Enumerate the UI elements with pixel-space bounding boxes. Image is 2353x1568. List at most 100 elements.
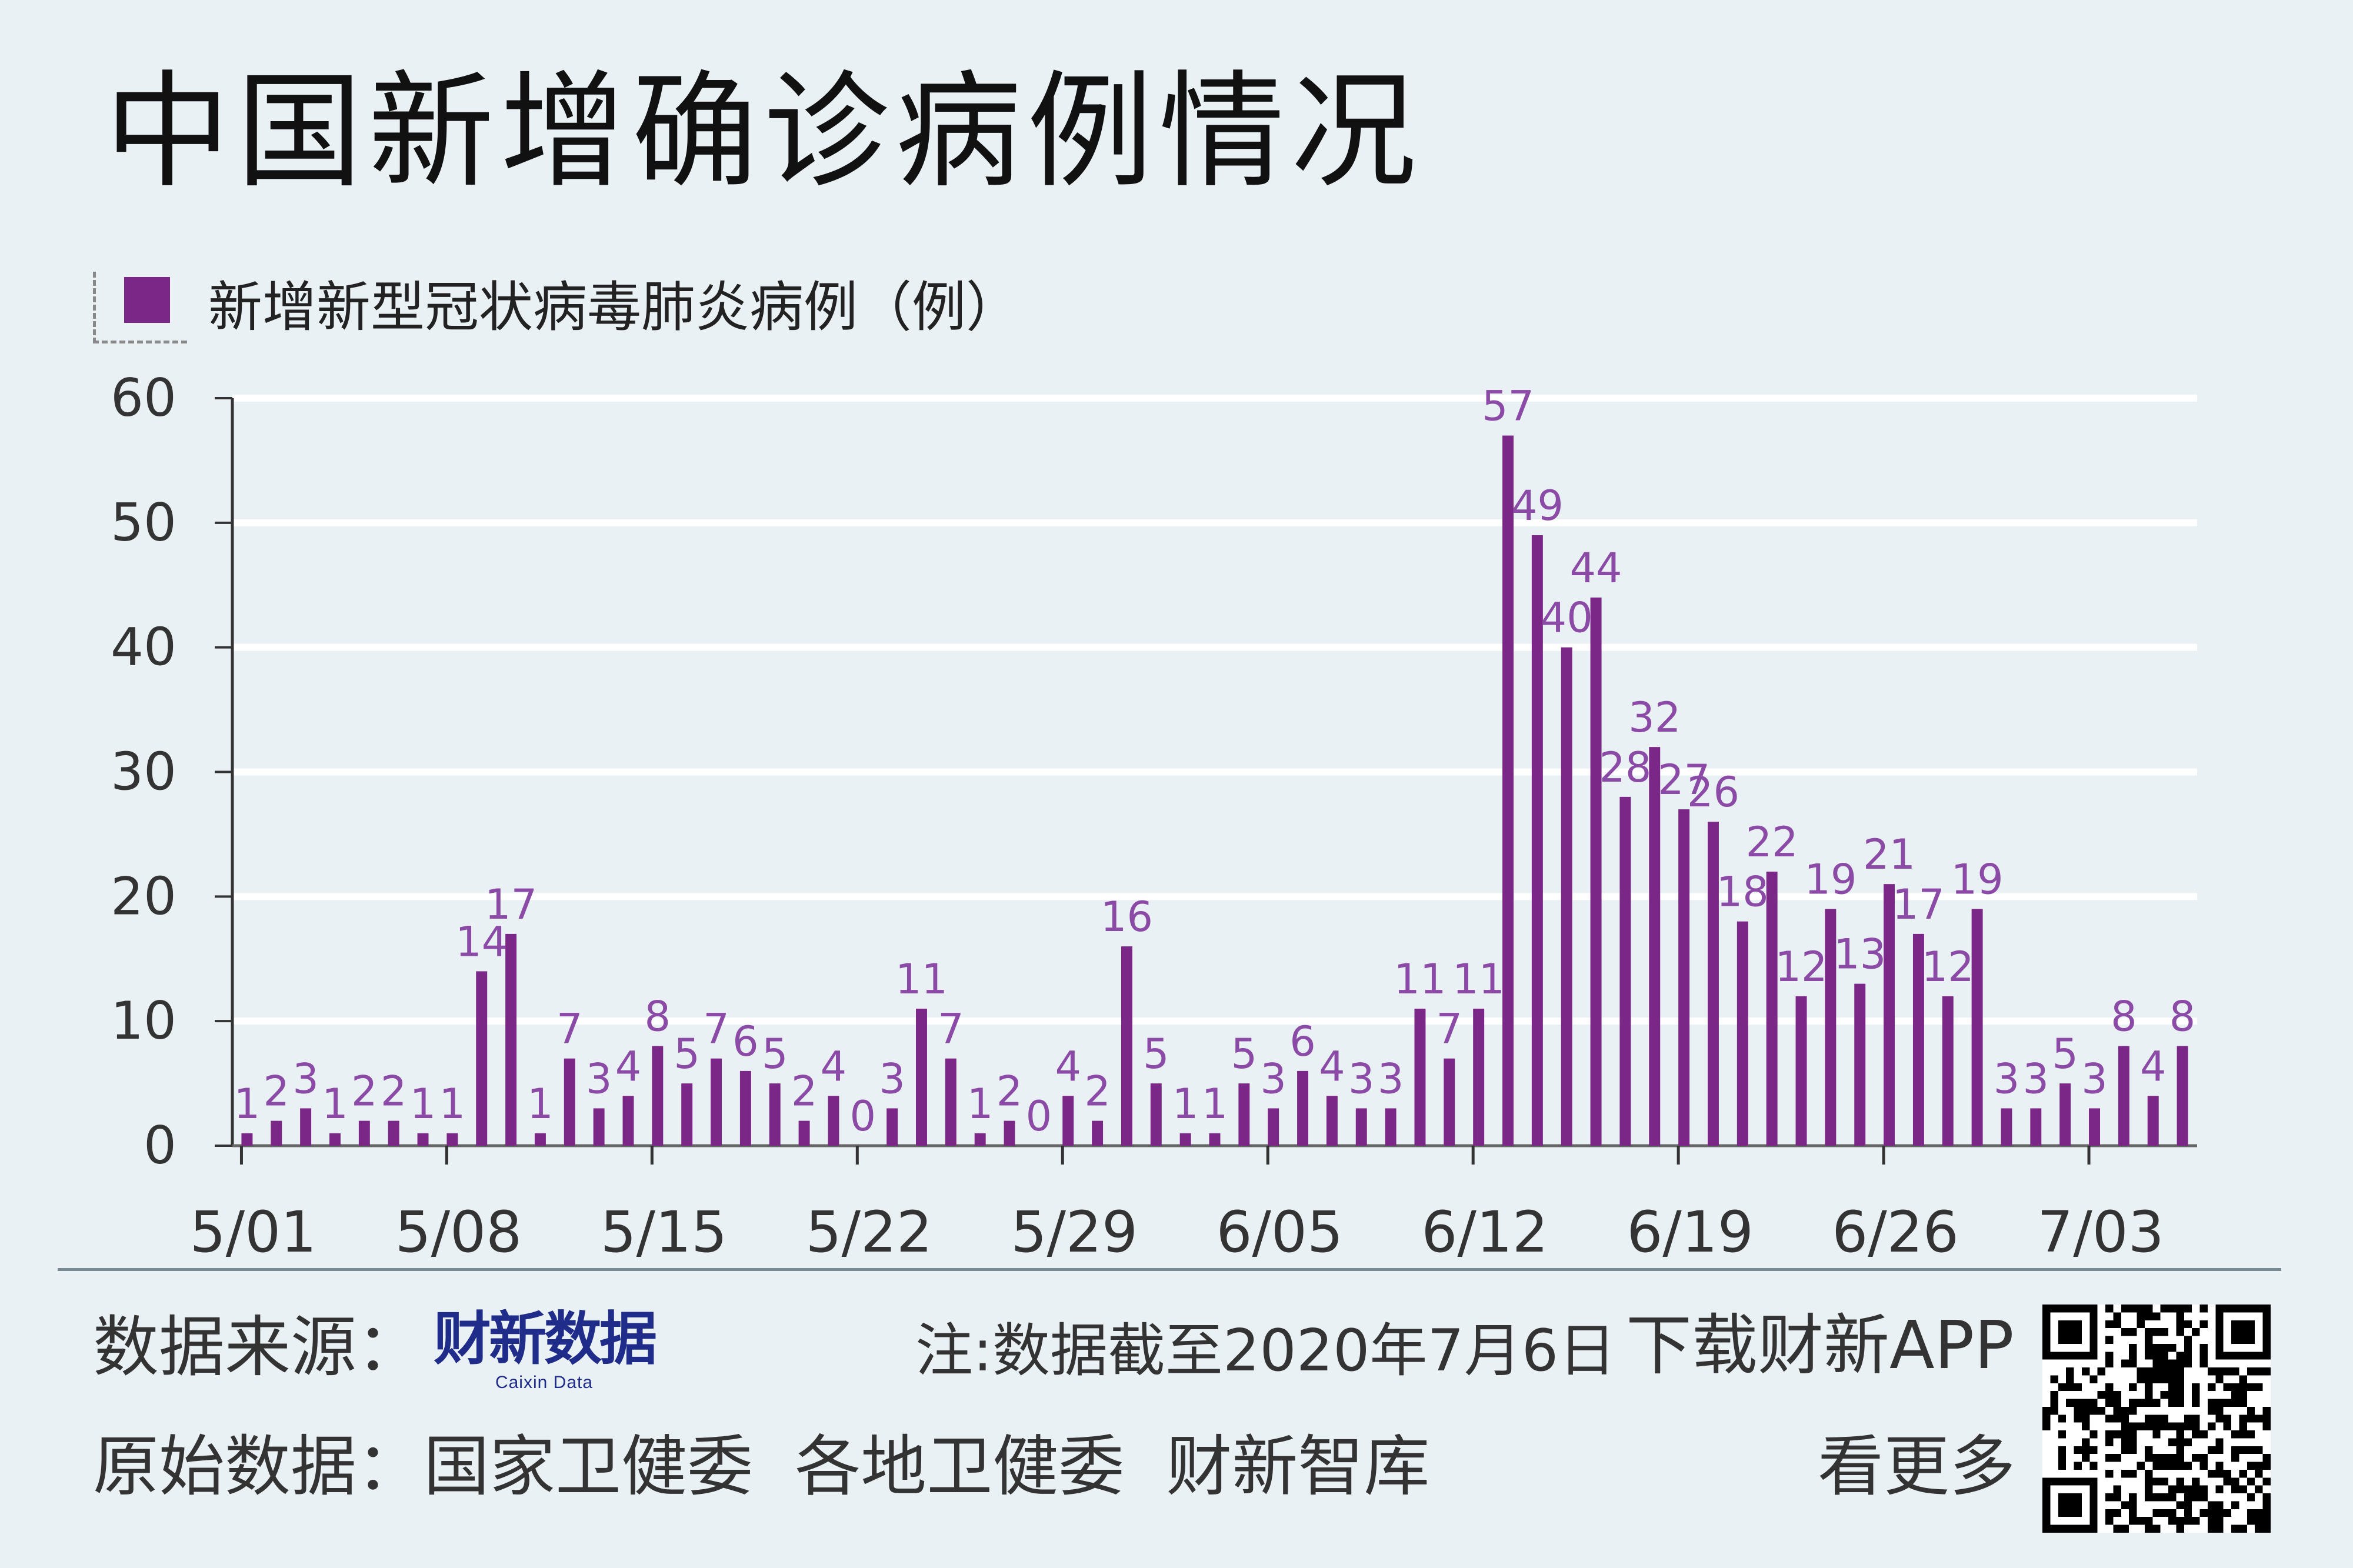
data-label: 13	[1834, 930, 1886, 979]
bar	[2177, 1046, 2188, 1146]
data-label: 2	[264, 1067, 290, 1116]
bar	[681, 1083, 693, 1146]
data-label: 44	[1570, 544, 1622, 592]
data-label: 17	[1892, 880, 1945, 929]
data-label: 5	[762, 1030, 788, 1078]
bar	[1825, 909, 1837, 1146]
bar	[1268, 1108, 1279, 1146]
bar	[1326, 1096, 1338, 1146]
bar	[1444, 1058, 1455, 1146]
bar	[388, 1120, 399, 1146]
data-label: 11	[895, 955, 948, 1003]
data-label: 40	[1541, 594, 1593, 642]
y-tick-label: 60	[111, 368, 176, 428]
bar	[593, 1108, 605, 1146]
bar	[711, 1058, 722, 1146]
data-label: 3	[292, 1055, 319, 1103]
data-label: 57	[1482, 382, 1534, 431]
qr-code-icon[interactable]	[2042, 1305, 2271, 1533]
data-label: 4	[1055, 1042, 1081, 1090]
bar	[476, 971, 488, 1146]
bar	[1737, 921, 1748, 1146]
bar	[1707, 822, 1719, 1146]
y-tick-label: 50	[111, 492, 176, 553]
x-tick-label: 5/08	[395, 1199, 522, 1265]
y-tick-label: 30	[111, 742, 176, 802]
bar	[2059, 1083, 2071, 1146]
data-label: 19	[1804, 856, 1857, 904]
data-label: 4	[615, 1042, 642, 1090]
data-label: 3	[2023, 1055, 2049, 1103]
data-label: 3	[586, 1055, 612, 1103]
bar	[358, 1120, 370, 1146]
data-label: 1	[1172, 1080, 1199, 1128]
bar	[1619, 796, 1631, 1146]
gridlines	[232, 395, 2197, 1025]
bar	[1121, 946, 1132, 1146]
bar	[828, 1096, 839, 1146]
bars	[241, 435, 2188, 1146]
data-label: 11	[1394, 955, 1446, 1003]
y-tick-label: 40	[111, 617, 176, 678]
x-tick-label: 7/03	[2037, 1199, 2164, 1265]
bar	[1854, 983, 1866, 1146]
data-label: 8	[645, 993, 671, 1041]
y-tick-label: 20	[111, 866, 176, 926]
data-label: 7	[938, 1005, 964, 1053]
data-label: 2	[1084, 1067, 1111, 1116]
bar	[1414, 1008, 1426, 1146]
bar	[1297, 1070, 1309, 1146]
data-label: 5	[1231, 1030, 1258, 1078]
data-label: 19	[1951, 856, 2004, 904]
data-label: 2	[791, 1067, 818, 1116]
bar	[241, 1133, 253, 1146]
data-label: 1	[1202, 1080, 1228, 1128]
data-label: 5	[2052, 1030, 2078, 1078]
bar	[1561, 647, 1572, 1146]
bar	[916, 1008, 927, 1146]
data-label: 12	[1775, 943, 1827, 991]
data-label: 2	[351, 1067, 378, 1116]
data-label: 8	[2169, 993, 2196, 1041]
source-label: 数据来源：	[93, 1309, 422, 1386]
data-label: 4	[1319, 1042, 1345, 1090]
data-label: 5	[674, 1030, 700, 1078]
x-tick-label: 6/05	[1216, 1199, 1343, 1265]
bar	[1590, 597, 1602, 1146]
bar	[1179, 1133, 1191, 1146]
bar	[446, 1133, 458, 1146]
bar	[534, 1133, 546, 1146]
page-title: 中国新增确诊病例情况	[105, 59, 1422, 205]
bar	[1004, 1120, 1015, 1146]
legend-label: 新增新型冠状病毒肺炎病例（例）	[208, 276, 1021, 339]
download-app-text: 下载财新APP	[1626, 1307, 2014, 1384]
data-label: 0	[1026, 1092, 1052, 1140]
bar	[564, 1058, 575, 1146]
x-tick-label: 6/19	[1627, 1199, 1754, 1265]
bar	[1355, 1108, 1367, 1146]
bar	[1678, 809, 1690, 1146]
bar	[2030, 1108, 2042, 1146]
data-label: 5	[1143, 1030, 1169, 1078]
data-label: 1	[527, 1080, 554, 1128]
data-label: 4	[2140, 1042, 2167, 1090]
bar	[417, 1133, 429, 1146]
bar	[1092, 1120, 1104, 1146]
footer-divider	[58, 1268, 2281, 1271]
data-label: 7	[556, 1005, 583, 1053]
data-label: 1	[967, 1080, 994, 1128]
brand-sub: Caixin Data	[495, 1373, 594, 1392]
data-label: 1	[439, 1080, 466, 1128]
bar	[1502, 435, 1514, 1146]
bar	[739, 1070, 751, 1146]
bar	[1209, 1133, 1221, 1146]
data-label: 3	[1378, 1055, 1404, 1103]
data-label: 2	[996, 1067, 1023, 1116]
bar	[1062, 1096, 1074, 1146]
data-label: 28	[1599, 743, 1651, 792]
data-label: 12	[1922, 943, 1974, 991]
data-label: 6	[1289, 1017, 1316, 1066]
bar	[2118, 1046, 2129, 1146]
